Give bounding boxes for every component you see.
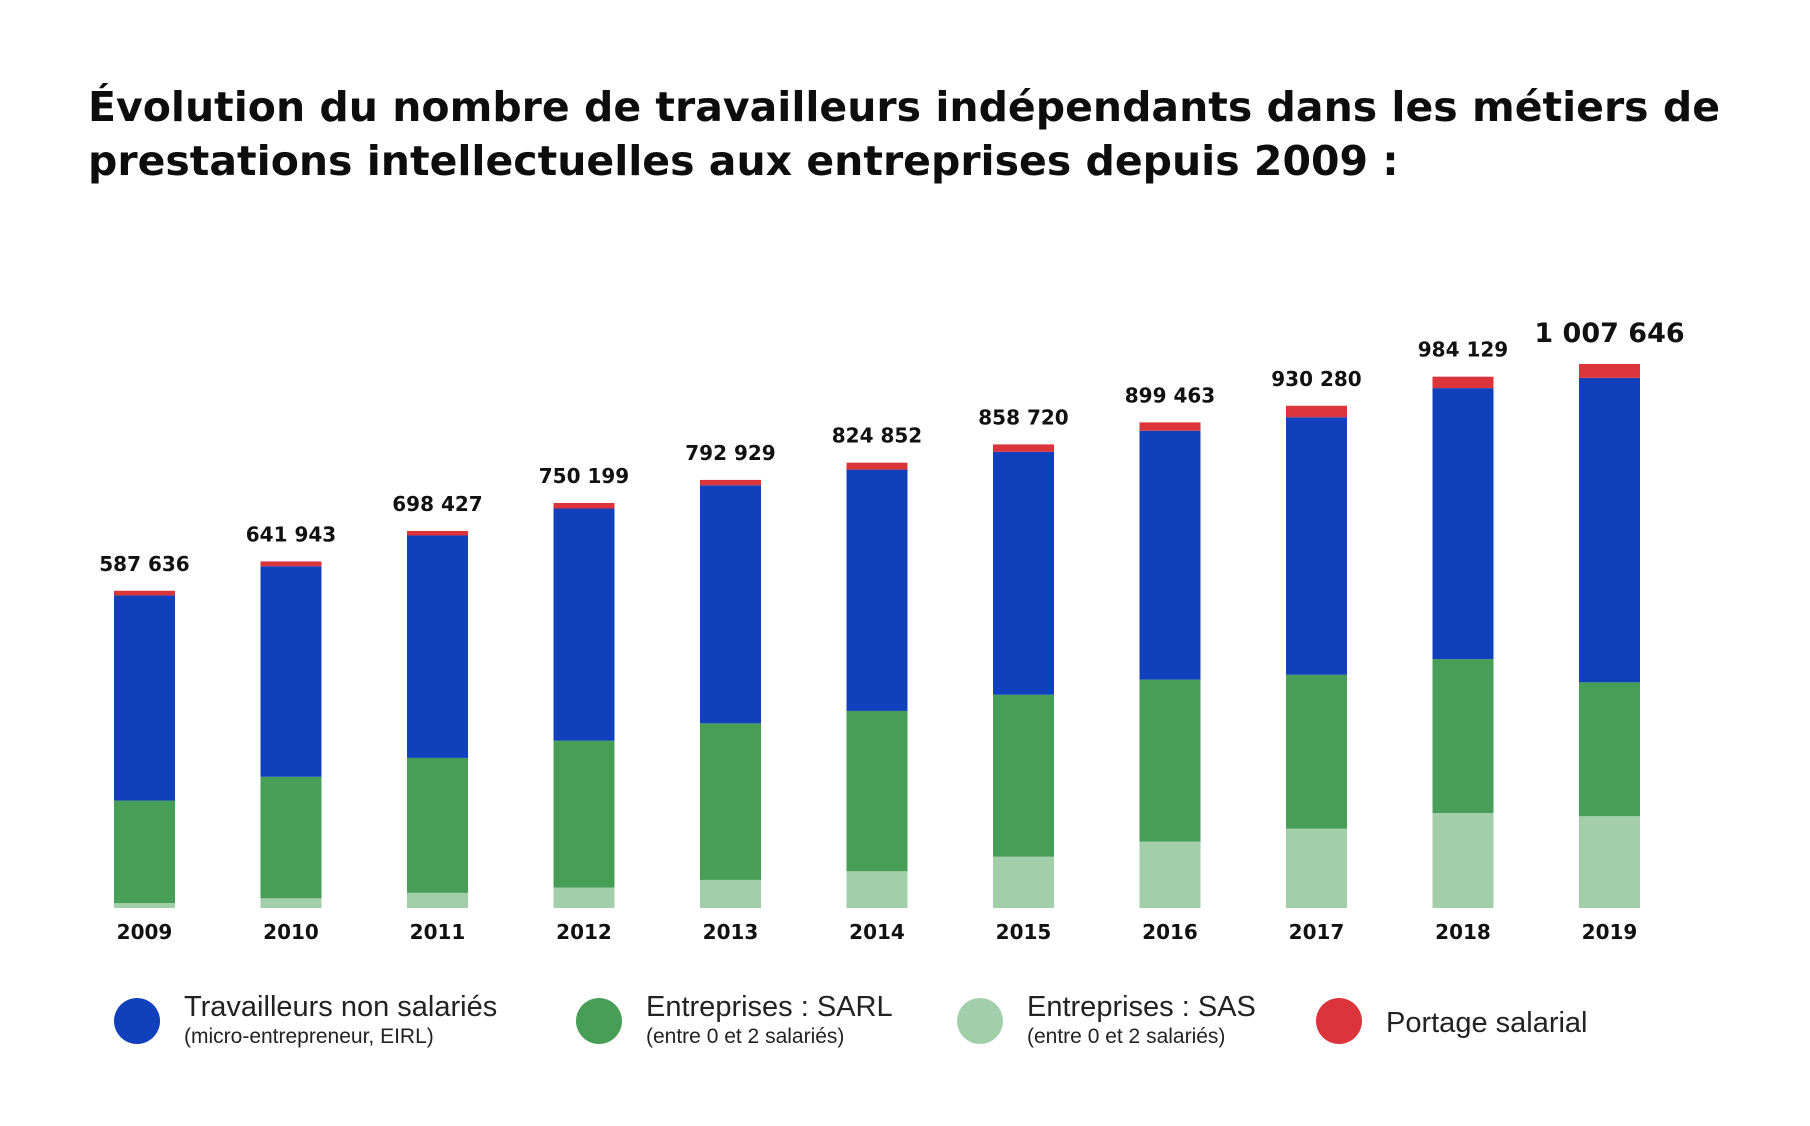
legend-item-sas: Entreprises : SAS (entre 0 et 2 salariés… [957, 990, 1256, 1050]
total-label-2018: 984 129 [1418, 338, 1508, 362]
bar-segment-entreprises-sas-2017 [1286, 828, 1347, 908]
bar-segment-travailleurs-non-salari-s-2017 [1286, 417, 1347, 675]
bar-segment-travailleurs-non-salari-s-2009 [114, 595, 175, 801]
bar-segment-entreprises-sarl-2010 [260, 776, 322, 899]
legend-swatch-sarl [576, 998, 622, 1044]
year-label-2014: 2014 [849, 920, 905, 944]
bar-segment-entreprises-sas-2009 [114, 903, 175, 908]
total-label-2015: 858 720 [978, 405, 1068, 429]
year-label-2010: 2010 [263, 920, 319, 944]
legend-label-sas: Entreprises : SAS [1027, 991, 1256, 1023]
year-label-2012: 2012 [556, 920, 612, 944]
bar-segment-entreprises-sarl-2013 [700, 723, 761, 880]
bar-segment-portage-salarial-2019 [1579, 364, 1640, 378]
bar-segment-travailleurs-non-salari-s-2016 [1139, 430, 1201, 680]
total-label-2014: 824 852 [832, 424, 922, 448]
bar-segment-portage-salarial-2015 [993, 444, 1054, 452]
legend-label-travailleurs: Travailleurs non salariés [184, 991, 498, 1023]
total-label-2010: 641 943 [246, 522, 336, 546]
bar-segment-entreprises-sas-2015 [993, 856, 1054, 908]
year-label-2017: 2017 [1289, 920, 1345, 944]
bar-segment-travailleurs-non-salari-s-2011 [407, 535, 468, 758]
total-label-2011: 698 427 [392, 492, 482, 516]
bar-segment-entreprises-sarl-2018 [1432, 659, 1494, 813]
bar-segment-portage-salarial-2011 [407, 530, 468, 536]
bar-segment-travailleurs-non-salari-s-2019 [1579, 377, 1640, 683]
bar-segment-portage-salarial-2013 [700, 479, 761, 486]
legend-item-portage: Portage salarial [1316, 990, 1588, 1044]
legend-label-sarl: Entreprises : SARL [646, 991, 893, 1023]
bar-segment-portage-salarial-2009 [114, 590, 175, 596]
legend: Travailleurs non salariés (micro-entrepr… [0, 990, 1810, 1090]
legend-item-sarl: Entreprises : SARL (entre 0 et 2 salarié… [576, 990, 893, 1050]
bar-segment-entreprises-sarl-2009 [114, 800, 175, 904]
year-label-2015: 2015 [996, 920, 1052, 944]
bar-segment-entreprises-sarl-2019 [1579, 682, 1640, 817]
bar-segment-travailleurs-non-salari-s-2015 [993, 451, 1054, 695]
year-label-2016: 2016 [1142, 920, 1198, 944]
bar-segment-travailleurs-non-salari-s-2010 [260, 566, 322, 777]
legend-item-travailleurs: Travailleurs non salariés (micro-entrepr… [114, 990, 497, 1050]
bar-segment-travailleurs-non-salari-s-2014 [846, 469, 908, 711]
total-label-2009: 587 636 [99, 552, 189, 576]
bar-segment-entreprises-sarl-2016 [1139, 679, 1201, 842]
bar-segment-portage-salarial-2016 [1139, 422, 1201, 431]
bar-segment-entreprises-sas-2019 [1579, 816, 1640, 908]
chart-title: Évolution du nombre de travailleurs indé… [88, 83, 1721, 185]
legend-swatch-travailleurs [114, 998, 160, 1044]
bar-segment-entreprises-sas-2010 [260, 898, 322, 908]
legend-note-sarl: (entre 0 et 2 salariés) [646, 1025, 845, 1048]
legend-note-travailleurs: (micro-entrepreneur, EIRL) [184, 1025, 434, 1048]
bar-segment-entreprises-sas-2013 [700, 879, 761, 908]
bar-segment-entreprises-sarl-2011 [407, 757, 468, 893]
total-label-2012: 750 199 [539, 464, 629, 488]
bar-segment-entreprises-sas-2012 [553, 887, 615, 908]
bar-segment-portage-salarial-2012 [553, 502, 615, 509]
bar-segment-entreprises-sas-2014 [846, 871, 908, 908]
year-label-2013: 2013 [703, 920, 759, 944]
total-label-2019: 1 007 646 [1534, 318, 1684, 349]
total-labels-group: 587 636 641 943 698 427 750 199 792 929 824 8… [99, 318, 1684, 576]
year-label-2009: 2009 [117, 920, 173, 944]
bar-segment-entreprises-sas-2011 [407, 892, 468, 908]
legend-label-portage: Portage salarial [1386, 1007, 1588, 1039]
year-label-2011: 2011 [410, 920, 466, 944]
bar-segment-travailleurs-non-salari-s-2018 [1432, 388, 1494, 660]
bar-segment-travailleurs-non-salari-s-2012 [553, 508, 615, 741]
bar-segment-entreprises-sarl-2014 [846, 710, 908, 872]
bar-segment-entreprises-sarl-2015 [993, 694, 1054, 857]
total-label-2013: 792 929 [685, 441, 775, 465]
bar-segment-portage-salarial-2014 [846, 462, 908, 470]
bar-segment-entreprises-sas-2018 [1432, 812, 1494, 908]
bar-segment-entreprises-sas-2016 [1139, 841, 1201, 908]
bar-segment-entreprises-sarl-2017 [1286, 674, 1347, 829]
year-label-2018: 2018 [1435, 920, 1491, 944]
legend-swatch-sas [957, 998, 1003, 1044]
bar-segment-entreprises-sarl-2012 [553, 740, 615, 888]
bar-segment-portage-salarial-2010 [260, 561, 322, 567]
bar-segment-portage-salarial-2018 [1432, 376, 1494, 389]
year-label-2019: 2019 [1582, 920, 1638, 944]
bar-segment-portage-salarial-2017 [1286, 405, 1347, 418]
total-label-2016: 899 463 [1125, 383, 1215, 407]
legend-note-sas: (entre 0 et 2 salariés) [1027, 1025, 1226, 1048]
bar-segment-travailleurs-non-salari-s-2013 [700, 485, 761, 724]
bars-group [114, 364, 1640, 908]
year-labels-group: 2009 2010 2011 2012 2013 2014 2015 2016 2017 2018… [117, 920, 1638, 944]
total-label-2017: 930 280 [1271, 367, 1361, 391]
legend-swatch-portage [1316, 998, 1362, 1044]
